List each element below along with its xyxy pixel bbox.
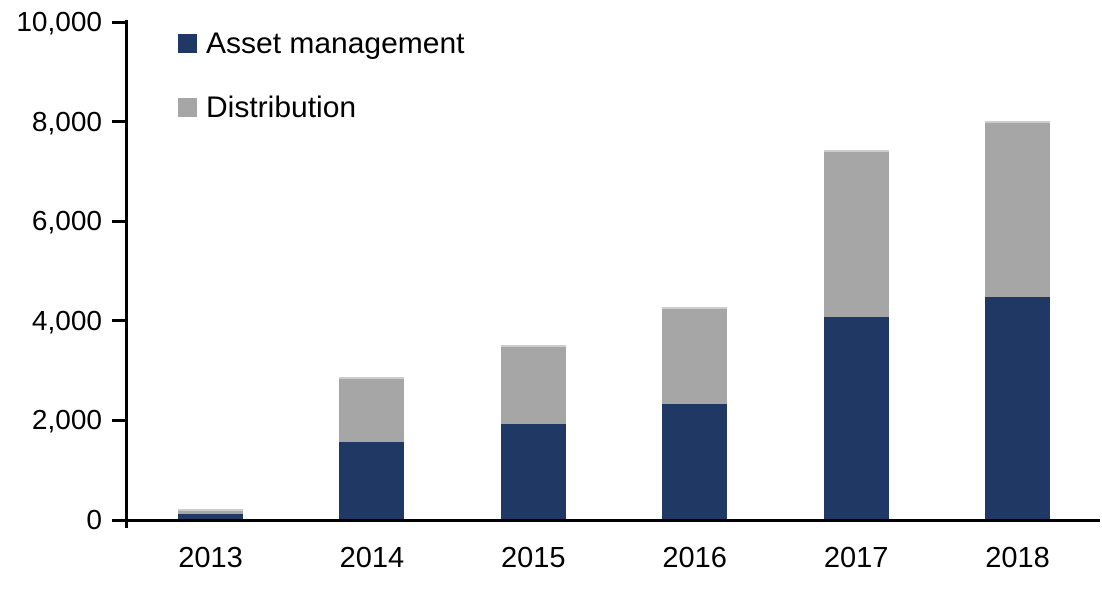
- bar-segment-distribution-2016: [662, 307, 728, 405]
- bar-segment-distribution-2015: [500, 344, 566, 425]
- legend-item-asset-management: Asset management: [178, 26, 464, 61]
- x-axis-tick-label: 2018: [985, 542, 1050, 574]
- legend-label-asset-management: Asset management: [206, 26, 465, 60]
- bar-segment-distribution-2013: [178, 509, 243, 514]
- bar-segment-asset-management-2017: [823, 317, 889, 519]
- y-axis-tick: [112, 120, 126, 124]
- chart-legend: Asset management Distribution: [178, 26, 464, 154]
- y-axis-tick-label: 0: [86, 504, 102, 535]
- legend-swatch-asset-management-icon: [178, 34, 197, 53]
- bar-segment-asset-management-2013: [178, 514, 243, 519]
- x-axis-tick-label: 2014: [339, 542, 405, 574]
- y-axis-line: [125, 20, 128, 528]
- x-axis-tick-label: 2016: [662, 542, 727, 574]
- bar-segment-asset-management-2015: [500, 424, 566, 519]
- bar-segment-distribution-2017: [823, 150, 889, 318]
- y-axis-tick-label: 6,000: [31, 205, 102, 237]
- legend-swatch-distribution-icon: [178, 98, 197, 117]
- y-axis-tick: [112, 319, 126, 323]
- y-axis-tick: [112, 219, 126, 223]
- x-axis-tick-label: 2015: [501, 542, 566, 574]
- x-axis-tick-label: 2013: [178, 542, 243, 574]
- bar-segment-distribution-2014: [339, 377, 405, 442]
- legend-label-distribution: Distribution: [206, 90, 357, 124]
- y-axis-tick: [112, 20, 126, 24]
- y-axis-tick: [112, 418, 126, 422]
- bar-segment-asset-management-2014: [339, 441, 405, 519]
- bar-segment-distribution-2018: [985, 120, 1050, 298]
- bar-segment-asset-management-2018: [985, 297, 1050, 519]
- legend-item-distribution: Distribution: [178, 90, 464, 125]
- x-axis-line: [112, 519, 1100, 522]
- bar-segment-asset-management-2016: [662, 404, 728, 519]
- x-axis-tick-label: 2017: [823, 542, 889, 574]
- y-axis-tick-label: 10,000: [16, 6, 102, 37]
- y-axis-tick-label: 4,000: [31, 304, 102, 336]
- y-axis-tick-label: 2,000: [31, 404, 102, 436]
- y-axis-tick-label: 8,000: [31, 105, 102, 137]
